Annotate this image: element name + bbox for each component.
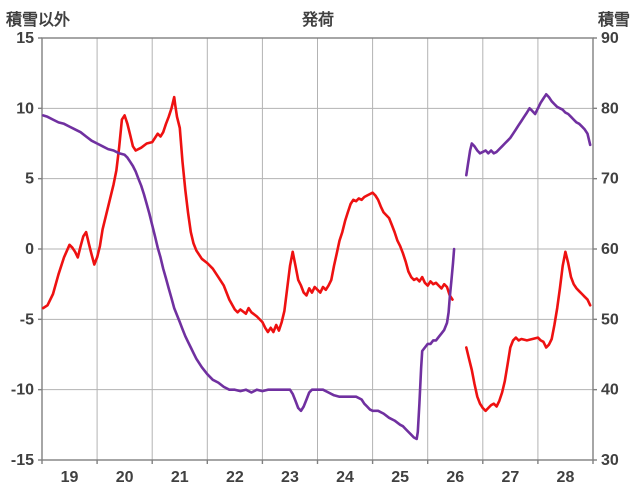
series-line-snow	[464, 93, 592, 177]
x-tick-label: 20	[116, 469, 134, 486]
right-tick-label: 60	[601, 241, 619, 258]
left-tick-label: 10	[16, 100, 34, 117]
chart-title: 発荷	[301, 12, 334, 29]
x-tick-label: 19	[61, 469, 79, 486]
right-axis-title: 積雪	[597, 12, 630, 29]
series-line-snow-other	[464, 250, 592, 413]
right-tick-label: 40	[601, 382, 619, 399]
x-tick-label: 22	[226, 469, 244, 486]
right-tick-label: 50	[601, 311, 619, 328]
left-tick-label: 15	[16, 30, 34, 47]
series-line-snow-other	[41, 95, 454, 334]
x-tick-label: 27	[501, 469, 519, 486]
left-tick-label: -15	[11, 452, 34, 469]
left-axis-title: 積雪以外	[6, 12, 71, 29]
x-tick-label: 23	[281, 469, 299, 486]
left-tick-label: 5	[25, 171, 34, 188]
right-tick-label: 90	[601, 30, 619, 47]
left-tick-label: -5	[20, 311, 34, 328]
left-tick-label: 0	[25, 241, 34, 258]
right-tick-label: 30	[601, 452, 619, 469]
right-tick-label: 80	[601, 100, 619, 117]
x-tick-label: 26	[446, 469, 464, 486]
series-line-snow	[41, 114, 456, 441]
x-tick-label: 28	[557, 469, 575, 486]
x-tick-label: 25	[391, 469, 409, 486]
left-tick-label: -10	[11, 382, 34, 399]
x-tick-label: 24	[336, 469, 354, 486]
x-tick-label: 21	[171, 469, 189, 486]
right-tick-label: 70	[601, 171, 619, 188]
